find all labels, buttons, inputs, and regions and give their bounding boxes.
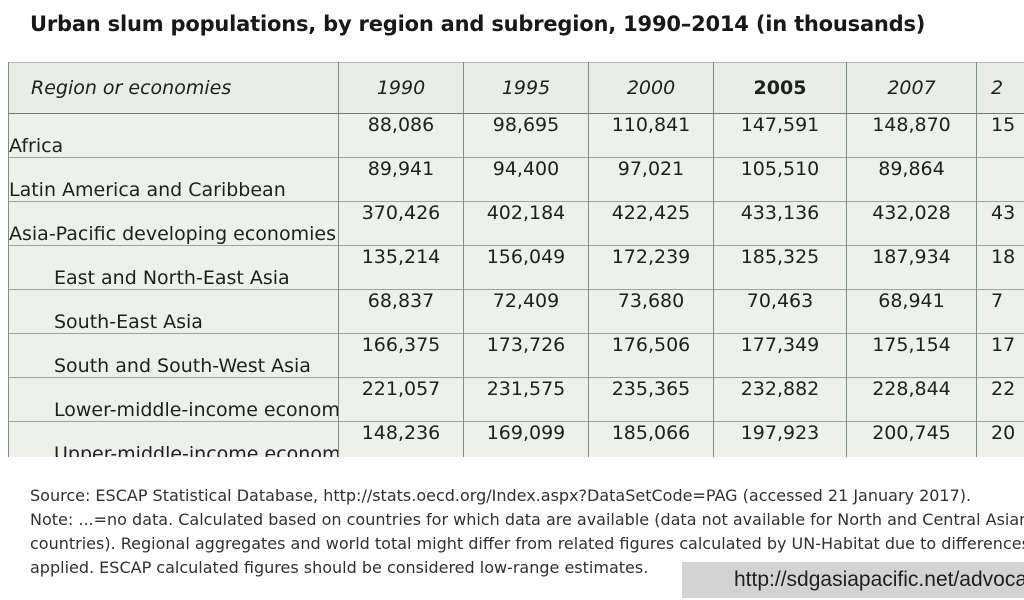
page-title: Urban slum populations, by region and su… — [30, 12, 926, 36]
value-cell: 89,864 — [846, 157, 977, 202]
value-cell: 185,066 — [588, 421, 714, 457]
value-cell-clipped: 17 — [976, 333, 1024, 378]
row-label: Africa — [8, 113, 339, 158]
table-row-east-north-east-asia: East and North-East Asia 135,214 156,049… — [8, 245, 1024, 290]
table-row-south-south-west-asia: South and South-West Asia 166,375 173,72… — [8, 333, 1024, 378]
value-cell: 402,184 — [463, 201, 589, 246]
row-label: East and North-East Asia — [8, 245, 339, 290]
url-text: http://sdgasiapacific.net/advoca — [734, 568, 1024, 591]
year-header-clipped: 2 — [976, 62, 1024, 114]
note-line: Note: ...=no data. Calculated based on c… — [30, 510, 1024, 529]
value-cell-clipped: 43 — [976, 201, 1024, 246]
row-label: Upper-middle-income economies — [8, 421, 339, 457]
value-cell: 432,028 — [846, 201, 977, 246]
value-cell: 228,844 — [846, 377, 977, 422]
value-cell: 72,409 — [463, 289, 589, 334]
value-cell: 370,426 — [338, 201, 464, 246]
value-cell: 148,870 — [846, 113, 977, 158]
value-cell: 185,325 — [713, 245, 847, 290]
source-line: Source: ESCAP Statistical Database, http… — [30, 486, 972, 505]
table-row-latin-america: Latin America and Caribbean 89,941 94,40… — [8, 157, 1024, 202]
table-row-south-east-asia: South-East Asia 68,837 72,409 73,680 70,… — [8, 289, 1024, 334]
value-cell-clipped: 20 — [976, 421, 1024, 457]
year-header-1995: 1995 — [463, 62, 589, 114]
value-cell: 197,923 — [713, 421, 847, 457]
value-cell: 88,086 — [338, 113, 464, 158]
value-cell: 433,136 — [713, 201, 847, 246]
value-cell-clipped: 7 — [976, 289, 1024, 334]
value-cell: 68,941 — [846, 289, 977, 334]
value-cell: 187,934 — [846, 245, 977, 290]
value-cell: 148,236 — [338, 421, 464, 457]
value-cell: 221,057 — [338, 377, 464, 422]
slum-population-table-wrap: Region or economies 1990 1995 2000 2005 … — [8, 62, 1024, 457]
value-cell-clipped: 22 — [976, 377, 1024, 422]
region-column-header: Region or economies — [8, 62, 339, 114]
value-cell: 200,745 — [846, 421, 977, 457]
slum-population-table: Region or economies 1990 1995 2000 2005 … — [8, 62, 1024, 457]
row-label: Lower-middle-income economies — [8, 377, 339, 422]
value-cell: 68,837 — [338, 289, 464, 334]
row-label: South and South-West Asia — [8, 333, 339, 378]
value-cell: 110,841 — [588, 113, 714, 158]
year-header-2000: 2000 — [588, 62, 714, 114]
table-row-lower-middle-income: Lower-middle-income economies 221,057 23… — [8, 377, 1024, 422]
value-cell-clipped: 15 — [976, 113, 1024, 158]
value-cell: 172,239 — [588, 245, 714, 290]
value-cell: 422,425 — [588, 201, 714, 246]
value-cell: 98,695 — [463, 113, 589, 158]
table-row-africa: Africa 88,086 98,695 110,841 147,591 148… — [8, 113, 1024, 158]
row-label: Asia-Pacific developing economies — [8, 201, 339, 246]
value-cell: 135,214 — [338, 245, 464, 290]
note-line: countries). Regional aggregates and worl… — [30, 534, 1024, 553]
value-cell: 176,506 — [588, 333, 714, 378]
table-row-upper-middle-income: Upper-middle-income economies 148,236 16… — [8, 421, 1024, 457]
year-header-2007: 2007 — [846, 62, 977, 114]
value-cell: 147,591 — [713, 113, 847, 158]
value-cell: 97,021 — [588, 157, 714, 202]
value-cell-clipped — [976, 157, 1024, 202]
row-label: South-East Asia — [8, 289, 339, 334]
value-cell: 177,349 — [713, 333, 847, 378]
value-cell: 156,049 — [463, 245, 589, 290]
url-overlay-bar: http://sdgasiapacific.net/advoca — [682, 562, 1024, 598]
year-header-2005: 2005 — [713, 62, 847, 114]
value-cell-clipped: 18 — [976, 245, 1024, 290]
value-cell: 105,510 — [713, 157, 847, 202]
value-cell: 175,154 — [846, 333, 977, 378]
source-notes: Source: ESCAP Statistical Database, http… — [30, 484, 1024, 584]
value-cell: 173,726 — [463, 333, 589, 378]
note-line: applied. ESCAP calculated figures should… — [30, 558, 649, 577]
value-cell: 70,463 — [713, 289, 847, 334]
value-cell: 235,365 — [588, 377, 714, 422]
table-row-asia-pacific: Asia-Pacific developing economies 370,42… — [8, 201, 1024, 246]
value-cell: 94,400 — [463, 157, 589, 202]
row-label: Latin America and Caribbean — [8, 157, 339, 202]
value-cell: 232,882 — [713, 377, 847, 422]
year-header-1990: 1990 — [338, 62, 464, 114]
value-cell: 166,375 — [338, 333, 464, 378]
value-cell: 169,099 — [463, 421, 589, 457]
value-cell: 73,680 — [588, 289, 714, 334]
value-cell: 89,941 — [338, 157, 464, 202]
table-header-row: Region or economies 1990 1995 2000 2005 … — [8, 62, 1024, 114]
value-cell: 231,575 — [463, 377, 589, 422]
